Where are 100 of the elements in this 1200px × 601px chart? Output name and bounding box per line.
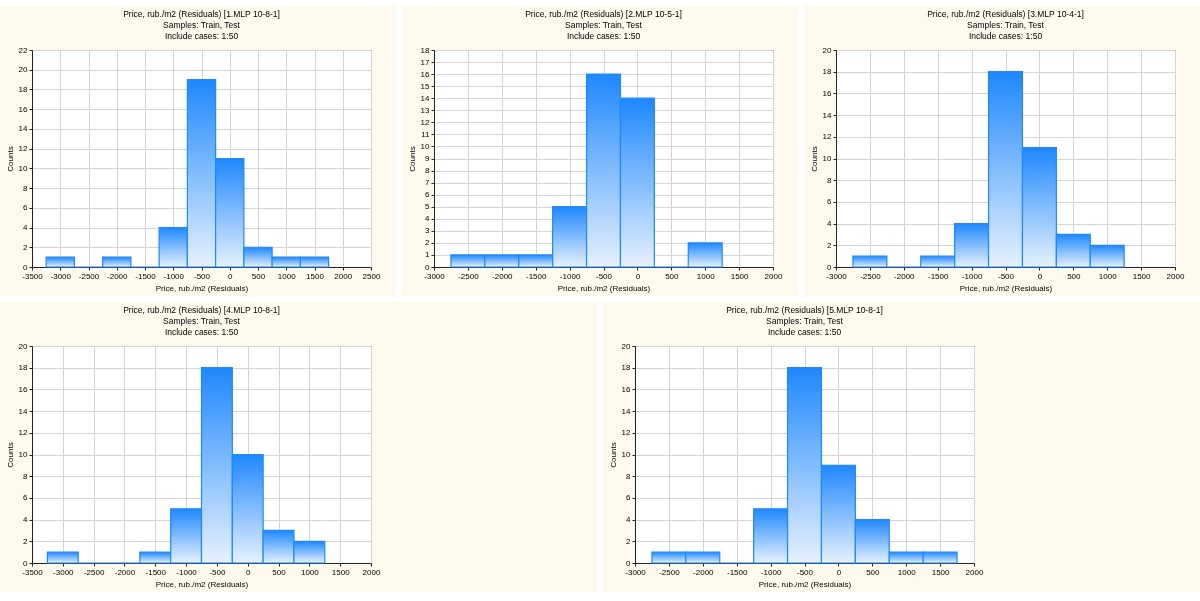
x-tick-label: 2000 [334,271,353,281]
y-tick-label: 14 [18,124,29,134]
x-tick-label: 1000 [696,271,716,281]
x-tick-label: 1000 [277,271,297,281]
x-tick-label: -3000 [826,271,848,281]
y-tick-label: 14 [621,406,632,416]
y-tick-label: 1 [425,250,431,260]
x-tick-label: -3500 [22,271,44,281]
y-tick-label: 12 [420,117,431,127]
chart-title: Price, rub./m2 (Residuals) [1.MLP 10-8-1] [123,9,280,19]
y-tick-label: 0 [626,558,632,568]
y-tick-label: 8 [827,175,833,185]
x-tick-label: 0 [1037,271,1043,281]
x-tick-label: 1500 [331,567,351,577]
x-tick-label: 2000 [1166,271,1185,281]
y-tick-label: 6 [827,197,833,207]
y-tick-label: 20 [18,341,29,351]
y-tick-label: 2 [23,242,29,252]
chart-title: Price, rub./m2 (Residuals) [3.MLP 10-4-1] [927,9,1084,19]
chart-subtitle: Samples: Train, Test [565,19,643,30]
chart-subtitle: Samples: Train, Test [163,315,241,326]
y-tick-label: 10 [18,450,29,459]
x-tick-label: -2000 [107,271,129,281]
y-tick-label: 20 [18,65,29,75]
y-tick-label: 20 [822,45,833,55]
y-tick-label: 0 [23,262,29,272]
chart-subtitle: Samples: Train, Test [766,315,844,326]
y-tick-label: 6 [626,493,632,503]
y-tick-label: 6 [23,493,29,503]
x-tick-label: 1500 [306,271,325,281]
x-tick-label: 1000 [300,567,320,577]
y-tick-label: 0 [23,558,29,568]
x-tick-label: -1500 [135,271,157,281]
y-tick-label: 20 [621,341,632,351]
y-tick-label: 16 [18,384,29,394]
y-tick-label: 8 [626,471,632,481]
y-tick-label: 15 [420,81,431,91]
x-tick-label: -2500 [458,271,480,281]
y-tick-label: 4 [425,214,431,224]
y-tick-label: 14 [822,110,833,120]
y-tick-label: 16 [621,384,632,394]
y-tick-label: 16 [822,88,833,98]
x-tick-label: -3000 [50,271,72,281]
x-tick-label: -500 [595,271,613,281]
x-tick-label: -500 [997,271,1015,281]
x-tick-label: 2000 [764,271,783,281]
y-tick-label: 4 [626,515,632,525]
chart-subtitle: Samples: Train, Test [967,19,1045,30]
x-tick-label: 0 [635,271,641,281]
x-tick-label: 0 [228,271,234,281]
y-tick-label: 8 [425,166,431,176]
x-axis-title: Price, rub./m2 (Residuals) [557,283,651,293]
y-tick-label: 18 [822,67,833,77]
x-tick-label: 1500 [1132,271,1152,281]
x-tick-label: 1500 [730,271,750,281]
y-tick-label: 0 [827,262,833,272]
x-tick-label: -1000 [176,567,198,577]
x-axis-title: Price, rub./m2 (Residuals) [758,579,852,589]
y-tick-label: 8 [23,183,29,193]
x-tick-label: 1000 [897,567,917,577]
x-tick-label: 2000 [965,567,984,577]
y-tick-label: 12 [621,428,632,438]
y-tick-label: 8 [23,471,29,481]
x-tick-label: -500 [193,271,211,281]
y-tick-label: 18 [18,363,29,373]
x-tick-label: 500 [251,271,266,281]
y-tick-label: 6 [23,203,29,213]
y-tick-label: 2 [827,240,833,250]
x-tick-label: 2500 [362,271,381,281]
y-tick-label: 18 [420,45,431,55]
y-tick-label: 16 [18,104,29,114]
x-tick-label: 0 [836,567,842,577]
text: Include cases: 1:50 [968,30,1043,41]
y-tick-label: 5 [425,202,431,212]
x-tick-label: 500 [665,271,680,281]
x-tick-label: -1500 [525,271,547,281]
y-tick-label: 4 [827,219,833,229]
y-tick-label: 13 [420,105,431,115]
y-tick-label: 10 [420,141,431,151]
chart-title: Price, rub./m2 (Residuals) [4.MLP 10-8-1] [123,305,280,315]
y-tick-label: 17 [420,57,431,67]
y-axis-title: Counts [608,442,618,468]
y-tick-label: 2 [23,536,29,546]
x-tick-label: -2500 [83,567,105,577]
y-tick-label: 2 [626,536,632,546]
y-tick-label: 0 [425,262,431,272]
y-tick-label: 10 [822,154,833,163]
x-tick-label: -1000 [961,271,983,281]
y-tick-label: 3 [425,226,431,236]
x-tick-label: -2000 [492,271,514,281]
x-tick-label: -2500 [78,271,100,281]
y-axis-title: Counts [407,146,417,172]
y-tick-label: 6 [425,190,431,200]
x-tick-label: -1500 [726,567,748,577]
x-tick-label: -2000 [693,567,715,577]
x-tick-label: -3500 [22,567,44,577]
x-tick-label: 500 [1067,271,1082,281]
x-axis-title: Price, rub./m2 (Residuals) [155,283,249,293]
y-tick-label: 4 [23,515,29,525]
y-tick-label: 14 [420,93,431,103]
